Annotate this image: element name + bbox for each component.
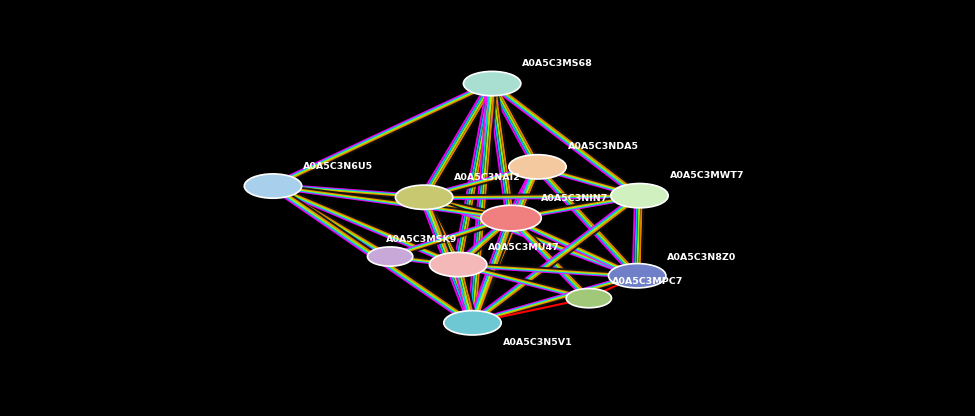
Circle shape	[396, 185, 452, 209]
Text: A0A5C3NIN7: A0A5C3NIN7	[541, 194, 608, 203]
Circle shape	[610, 183, 668, 208]
Text: A0A5C3N5V1: A0A5C3N5V1	[503, 338, 572, 347]
Text: A0A5C3NAI2: A0A5C3NAI2	[454, 173, 521, 182]
Text: A0A5C3MPC7: A0A5C3MPC7	[611, 277, 682, 286]
Text: A0A5C3NDA5: A0A5C3NDA5	[567, 142, 639, 151]
Text: A0A5C3MWT7: A0A5C3MWT7	[670, 171, 744, 180]
Circle shape	[566, 289, 611, 308]
Circle shape	[481, 205, 541, 231]
Circle shape	[463, 72, 521, 96]
Text: A0A5C3MS68: A0A5C3MS68	[523, 59, 593, 68]
Circle shape	[429, 253, 487, 277]
Circle shape	[245, 174, 301, 198]
Circle shape	[509, 155, 566, 179]
Text: A0A5C3MU47: A0A5C3MU47	[488, 243, 560, 252]
Circle shape	[444, 311, 501, 335]
Circle shape	[608, 264, 666, 288]
Text: A0A5C3N6U5: A0A5C3N6U5	[303, 162, 373, 171]
Circle shape	[368, 247, 412, 266]
Text: A0A5C3N8Z0: A0A5C3N8Z0	[668, 253, 737, 262]
Text: A0A5C3MSK9: A0A5C3MSK9	[386, 235, 457, 244]
